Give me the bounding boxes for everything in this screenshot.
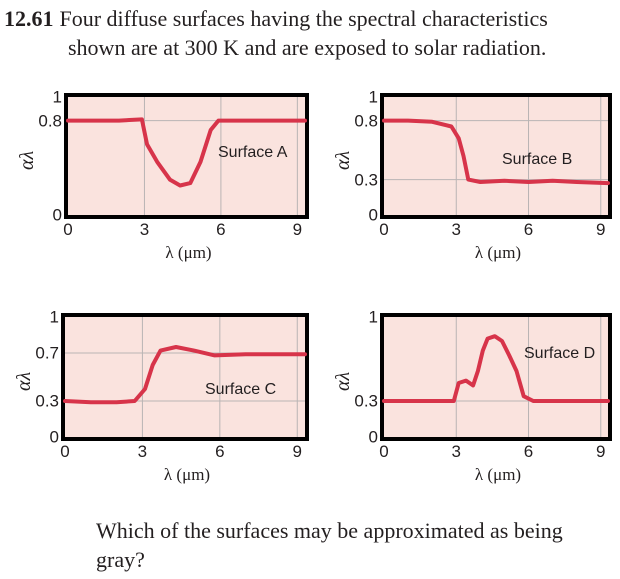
absorptivity-curve — [63, 345, 307, 405]
x-tick-label: 0 — [63, 220, 73, 239]
y-axis-label: αλ — [332, 371, 354, 391]
y-axis-label: αλ — [13, 371, 35, 391]
x-tick-label: 0 — [379, 220, 389, 239]
y-tick-label: 1 — [49, 307, 59, 327]
absorptivity-curve — [382, 334, 610, 403]
y-tick-label: 0.3 — [354, 170, 378, 190]
plot-svg — [63, 317, 307, 437]
plot-area — [380, 93, 612, 219]
plot-svg — [382, 317, 610, 437]
absorptivity-curve — [66, 117, 307, 188]
y-tick-label: 0.7 — [35, 343, 59, 363]
question-text: Which of the surfaces may be approximate… — [96, 518, 563, 572]
y-axis-label: αλ — [332, 150, 354, 170]
plot-area — [380, 313, 612, 441]
y-tick-label: 0.3 — [35, 391, 59, 411]
x-tick-label: 6 — [523, 220, 534, 239]
y-tick-label: 0 — [368, 205, 378, 225]
y-tick-label: 0 — [49, 427, 59, 447]
y-tick-label: 1 — [368, 307, 378, 327]
y-tick-label: 0.3 — [354, 391, 378, 411]
x-tick-label: 6 — [523, 442, 534, 461]
problem-number: 12.61 — [4, 6, 54, 31]
surface-label: Surface D — [524, 345, 596, 362]
x-tick-label: 6 — [215, 442, 225, 461]
absorptivity-curve — [382, 118, 610, 186]
y-tick-label: 0.8 — [38, 111, 62, 131]
x-tick-label: 9 — [596, 442, 606, 461]
x-tick-label: 3 — [451, 442, 461, 461]
x-axis-label: λ (μm) — [163, 465, 211, 484]
plot-svg — [66, 97, 307, 215]
x-tick-label: 0 — [379, 442, 389, 461]
x-tick-label: 9 — [292, 220, 303, 239]
surface-label: Surface C — [205, 381, 277, 398]
plot-area — [61, 313, 309, 441]
x-axis-label: λ (μm) — [474, 243, 522, 262]
y-axis-label: αλ — [16, 150, 38, 170]
x-axis-label: λ (μm) — [165, 243, 212, 262]
y-tick-label: 0 — [368, 427, 378, 447]
problem-text-line2: shown are at 300 K and are exposed to so… — [68, 35, 547, 60]
x-tick-label: 3 — [451, 220, 461, 239]
surface-label: Surface B — [502, 151, 573, 168]
y-tick-label: 1 — [52, 87, 62, 107]
y-tick-label: 1 — [368, 87, 378, 107]
problem-text-line1: Four diffuse surfaces having the spectra… — [59, 6, 548, 31]
plot-area — [64, 93, 309, 219]
x-tick-label: 3 — [139, 220, 150, 239]
x-tick-label: 9 — [292, 442, 302, 461]
y-tick-label: 0.8 — [354, 111, 378, 131]
x-tick-label: 3 — [137, 442, 148, 461]
x-tick-label: 9 — [596, 220, 606, 239]
x-tick-label: 0 — [60, 442, 70, 461]
x-axis-label: λ (μm) — [474, 465, 522, 484]
surface-label: Surface A — [218, 144, 288, 161]
x-tick-label: 6 — [216, 220, 226, 239]
problem-statement: 12.61 Four diffuse surfaces having the sp… — [4, 4, 548, 62]
plot-svg — [382, 97, 610, 215]
y-tick-label: 0 — [52, 205, 62, 225]
